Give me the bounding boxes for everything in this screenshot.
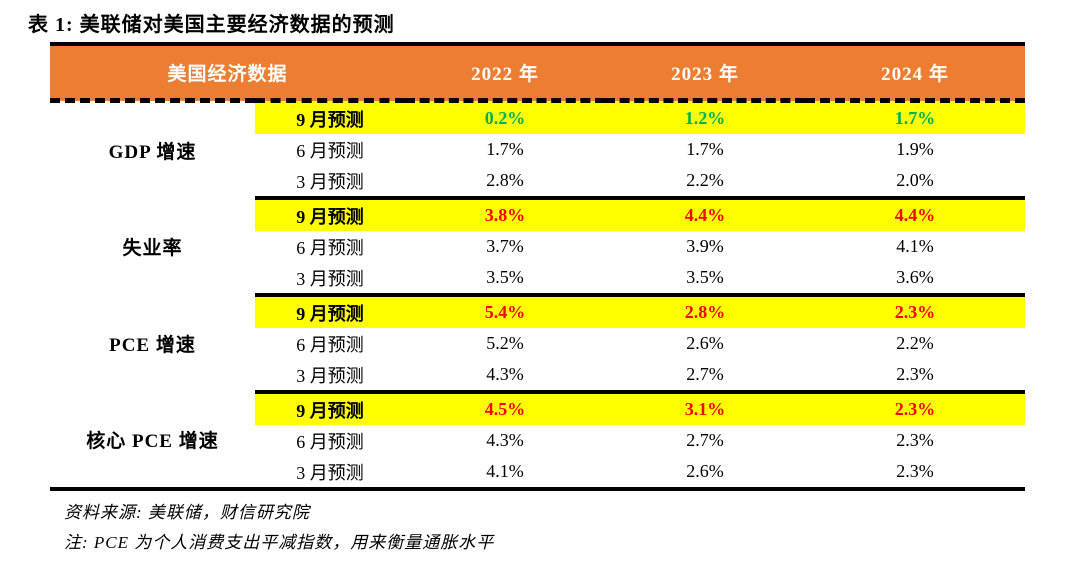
month-cell: 9 月预测 bbox=[255, 98, 406, 134]
value-cell: 4.1% bbox=[405, 456, 606, 491]
value-cell: 3.6% bbox=[896, 267, 934, 287]
month-cell: 9 月预测 bbox=[255, 390, 406, 425]
value-cell: 2.2% bbox=[686, 170, 724, 190]
value-cell: 2.3% bbox=[805, 456, 1026, 491]
forecast-table: 美国经济数据 2022 年 2023 年 2024 年 GDP 增速 9 月预测… bbox=[50, 42, 1026, 491]
table-row-gdp-sep: GDP 增速 9 月预测 0.2% 1.2% 1.7% bbox=[50, 98, 1026, 198]
value-cell: 3.7% bbox=[486, 236, 524, 256]
month-cell: 6 月预测 bbox=[296, 237, 364, 258]
value-cell: 2.6% bbox=[686, 333, 724, 353]
table-row: 6 月预测 3.7% 3.9% 4.1% bbox=[50, 231, 1025, 262]
category-cell-unemployment: 失业率 bbox=[50, 198, 255, 295]
source-note: 资料来源: 美联储，财信研究院 bbox=[64, 503, 310, 522]
value-cell: 3.5% bbox=[686, 267, 724, 287]
header-cell-2023: 2023 年 bbox=[605, 42, 806, 101]
month-cell: 6 月预测 bbox=[296, 140, 364, 161]
value-cell: 3.1% bbox=[605, 390, 806, 425]
table-row: 3 月预测 2.8% 2.2% 2.0% bbox=[50, 165, 1025, 198]
value-cell: 2.3% bbox=[896, 430, 934, 450]
value-cell: 4.4% bbox=[805, 196, 1026, 231]
value-cell: 4.3% bbox=[486, 364, 524, 384]
value-cell: 2.6% bbox=[605, 456, 806, 491]
table-row-core-pce-sep: 核心 PCE 增速 9 月预测 4.5% 3.1% 2.3% bbox=[50, 390, 1026, 491]
value-cell: 1.7% bbox=[805, 98, 1026, 134]
value-cell: 1.2% bbox=[605, 98, 806, 134]
month-cell: 6 月预测 bbox=[296, 334, 364, 355]
value-cell: 1.7% bbox=[486, 139, 524, 159]
value-cell: 2.2% bbox=[896, 333, 934, 353]
category-cell-gdp: GDP 增速 bbox=[50, 98, 255, 198]
table-row-unemployment-sep: 失业率 9 月预测 3.8% 4.4% 4.4% bbox=[50, 196, 1026, 295]
table-row: 6 月预测 1.7% 1.7% 1.9% bbox=[50, 134, 1025, 165]
value-cell: 5.2% bbox=[486, 333, 524, 353]
pce-note: 注: PCE 为个人消费支出平减指数，用来衡量通胀水平 bbox=[64, 533, 495, 552]
month-cell: 6 月预测 bbox=[296, 431, 364, 452]
value-cell: 2.8% bbox=[486, 170, 524, 190]
month-cell: 9 月预测 bbox=[255, 293, 406, 328]
value-cell: 2.7% bbox=[686, 430, 724, 450]
month-cell: 3 月预测 bbox=[296, 171, 364, 192]
table-row: 3 月预测 4.3% 2.7% 2.3% bbox=[50, 359, 1025, 392]
month-cell: 9 月预测 bbox=[255, 196, 406, 231]
value-cell: 4.1% bbox=[896, 236, 934, 256]
month-cell: 3 月预测 bbox=[255, 456, 406, 491]
category-cell-pce: PCE 增速 bbox=[50, 295, 255, 392]
value-cell: 3.8% bbox=[405, 196, 606, 231]
value-cell: 2.3% bbox=[805, 390, 1026, 425]
month-cell: 3 月预测 bbox=[296, 268, 364, 289]
table-footer: 资料来源: 美联储，财信研究院 注: PCE 为个人消费支出平减指数，用来衡量通… bbox=[64, 498, 494, 558]
month-cell: 3 月预测 bbox=[296, 365, 364, 386]
table-row: 3 月预测 4.1% 2.6% 2.3% bbox=[50, 456, 1026, 491]
header-cell-2022: 2022 年 bbox=[405, 42, 606, 101]
table-row-pce-sep: PCE 增速 9 月预测 5.4% 2.8% 2.3% bbox=[50, 293, 1026, 392]
value-cell: 0.2% bbox=[405, 98, 606, 134]
value-cell: 2.8% bbox=[605, 293, 806, 328]
table-header-row: 美国经济数据 2022 年 2023 年 2024 年 bbox=[50, 42, 1026, 101]
table-row: 6 月预测 4.3% 2.7% 2.3% bbox=[50, 425, 1025, 456]
header-cell-economic-data: 美国经济数据 bbox=[50, 42, 406, 101]
value-cell: 4.5% bbox=[405, 390, 606, 425]
value-cell: 2.3% bbox=[805, 293, 1026, 328]
category-cell-core-pce: 核心 PCE 增速 bbox=[50, 392, 255, 491]
value-cell: 2.7% bbox=[686, 364, 724, 384]
table-title: 表 1: 美联储对美国主要经济数据的预测 bbox=[28, 14, 395, 36]
table-row: 3 月预测 3.5% 3.5% 3.6% bbox=[50, 262, 1025, 295]
value-cell: 2.3% bbox=[896, 364, 934, 384]
value-cell: 3.9% bbox=[686, 236, 724, 256]
table-row: 6 月预测 5.2% 2.6% 2.2% bbox=[50, 328, 1025, 359]
header-cell-2024: 2024 年 bbox=[805, 42, 1026, 101]
value-cell: 5.4% bbox=[405, 293, 606, 328]
value-cell: 1.9% bbox=[896, 139, 934, 159]
value-cell: 4.3% bbox=[486, 430, 524, 450]
value-cell: 3.5% bbox=[486, 267, 524, 287]
value-cell: 4.4% bbox=[605, 196, 806, 231]
value-cell: 1.7% bbox=[686, 139, 724, 159]
value-cell: 2.0% bbox=[896, 170, 934, 190]
